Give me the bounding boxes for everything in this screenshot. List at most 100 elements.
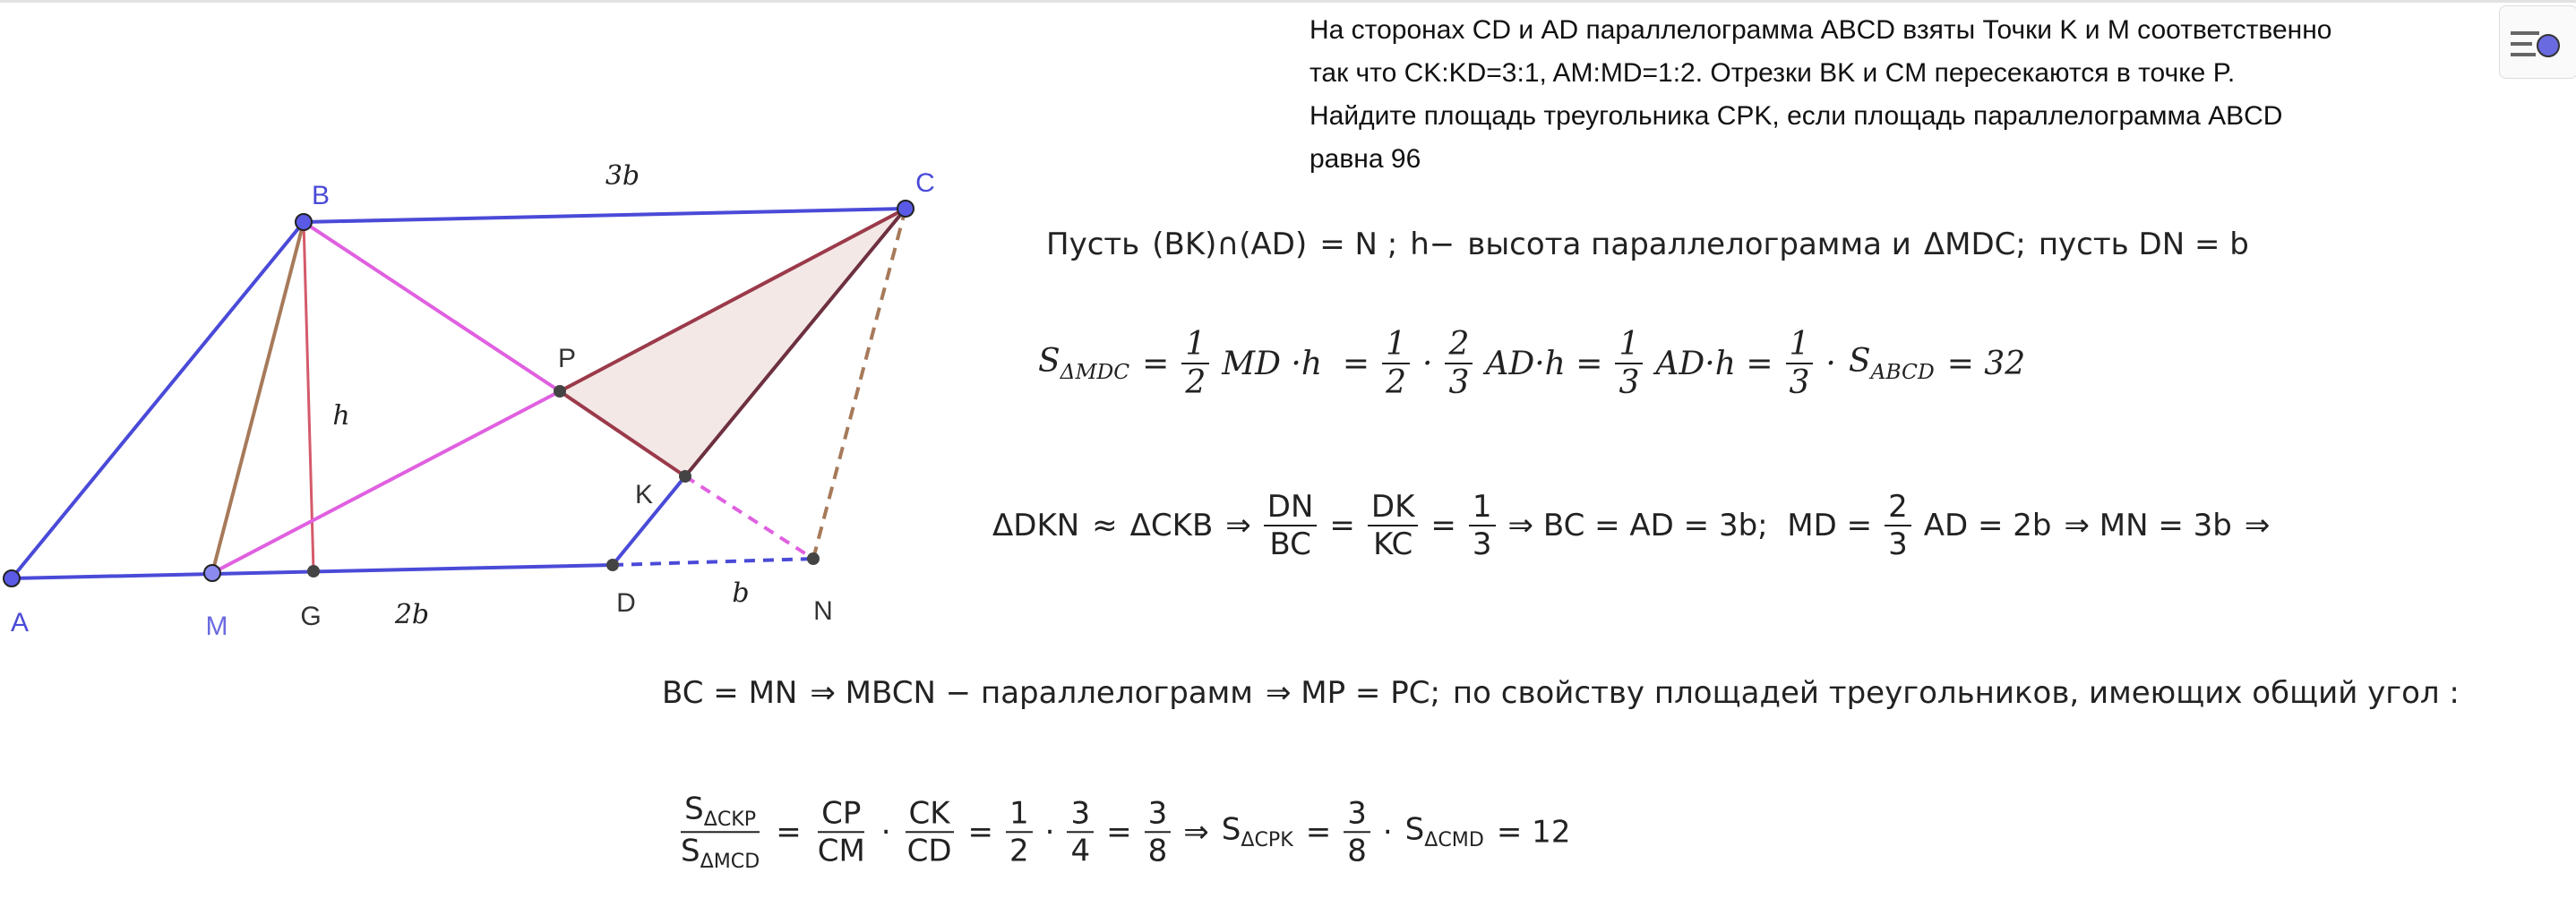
math-text: ⇒ BC = AD = 3b; MD =: [1507, 508, 1873, 543]
math-text: 2: [1009, 833, 1029, 868]
problem-line: так что CK:KD=3:1, AM:MD=1:2. Отрезки BK…: [1309, 58, 2236, 88]
point-p: [554, 385, 566, 398]
subscript: ΔMCD: [700, 849, 760, 873]
subscripted: SΔMCD: [681, 833, 760, 873]
points: [3, 200, 914, 587]
math-text: CK: [908, 795, 950, 831]
point-label: M: [206, 612, 228, 641]
point-c: [897, 200, 914, 218]
fraction: DK KC: [1367, 489, 1419, 562]
math-text: AD·h =: [1655, 345, 1773, 382]
subscripted: SΔCKP: [684, 791, 756, 831]
math-text: =: [1430, 508, 1456, 543]
denominator: 2: [1006, 833, 1033, 868]
math-text: =: [967, 814, 994, 850]
math-text: =: [1106, 814, 1132, 850]
numerator: 3: [1144, 795, 1172, 833]
denominator: 8: [1145, 833, 1172, 868]
math-text: S: [1404, 811, 1425, 848]
denominator: CM: [814, 833, 869, 868]
math-text: ⇒ MP = PC;: [1265, 675, 1440, 711]
segment-pc: [559, 207, 906, 393]
numerator: 3: [1344, 795, 1370, 833]
math-text: = 32: [1946, 345, 2026, 382]
math-text: пусть DN = b: [2038, 227, 2249, 262]
math-text: 8: [1347, 833, 1367, 868]
fraction: SΔCKP SΔMCD: [677, 791, 763, 872]
numerator: 1: [1181, 326, 1210, 364]
math-text: ⇒ MBCN − параллелограмм: [810, 675, 1253, 711]
math-text: 3: [1472, 526, 1492, 562]
math-text: DK: [1370, 489, 1415, 525]
denominator: 3: [1469, 526, 1496, 562]
point-label: N: [813, 596, 833, 626]
math-text: S: [1221, 811, 1241, 848]
math-text: ⇒: [1183, 814, 1209, 850]
math-text: =: [1142, 345, 1170, 382]
point-m: [203, 564, 221, 582]
math-text: 2: [1888, 489, 1908, 525]
figure: A B C D M G K P N 3b h 2b b: [3, 160, 935, 641]
triangle-cpk: [560, 209, 906, 476]
math-text: (BK)∩(AD): [1152, 227, 1308, 262]
solution-line: BC = MN ⇒ MBCN − параллелограмм ⇒ MP = PC;…: [662, 675, 2460, 711]
subscripted: SΔCMD: [1405, 812, 1484, 852]
math-text: CP: [821, 795, 862, 831]
numerator: SΔCKP: [681, 791, 760, 833]
math-text: 1: [1619, 326, 1640, 363]
math-text: 1: [1185, 326, 1206, 363]
math-text: MD ·h =: [1222, 345, 1370, 382]
numerator: 1: [1468, 489, 1496, 526]
point-label: C: [915, 168, 935, 198]
denominator: 3: [1786, 364, 1814, 401]
segment-ck: [683, 207, 907, 478]
math-text: 4: [1070, 833, 1091, 868]
top-border: [0, 0, 2576, 3]
subscript: ΔCMD: [1424, 828, 1484, 852]
math-text: 3: [1070, 795, 1091, 831]
segment-ab: [10, 220, 305, 580]
point-label: K: [635, 480, 653, 509]
problem-line: Найдите площадь треугольника CPK, если п…: [1309, 101, 2283, 131]
numerator: 2: [1885, 489, 1911, 526]
solution-line: SΔCKP SΔMCD = CP CM · CK CD = 1 2 · 3 4 = 3 8 ⇒ SΔCPK = 3 8 · S…: [677, 791, 1570, 872]
subscripted: SΔCPK: [1222, 812, 1293, 852]
denominator: KC: [1370, 526, 1416, 562]
segment-bg: [302, 221, 315, 572]
math-text: 3: [1619, 364, 1640, 401]
math-text: = N ;: [1319, 227, 1398, 262]
math-text: 2: [1448, 326, 1470, 363]
math-text: 3: [1347, 795, 1367, 831]
math-text: ≈: [1092, 508, 1118, 543]
fraction: CP CM: [814, 795, 869, 868]
math-text: S: [684, 791, 704, 827]
segment-bc: [303, 207, 906, 224]
math-text: ⇒ MN = 3b: [2064, 508, 2232, 543]
problem-line: На сторонах CD и AD параллелограмма ABCD…: [1309, 15, 2332, 45]
segment-bp: [302, 220, 562, 393]
math-text: 3: [1888, 526, 1908, 562]
math-text: 3: [1448, 364, 1470, 401]
denominator: 3: [1885, 526, 1911, 562]
point-d: [606, 559, 619, 571]
point-label: A: [11, 608, 29, 637]
numerator: 1: [1006, 795, 1033, 833]
math-text: 1: [1472, 489, 1492, 525]
math-text: S: [1848, 342, 1871, 380]
subscripted: SABCD: [1849, 343, 1935, 384]
math-text: 1: [1789, 326, 1810, 363]
denominator: CD: [904, 833, 956, 868]
math-text: =: [776, 814, 802, 850]
segment-dn: [612, 557, 814, 567]
math-text: ·: [1044, 814, 1055, 850]
denominator: SΔMCD: [677, 833, 763, 873]
segment-pk: [558, 389, 687, 478]
style-bar-toggle[interactable]: [2499, 5, 2576, 79]
numerator: CK: [905, 795, 954, 833]
problem-text: На сторонах CD и AD параллелограмма ABCD…: [1309, 9, 2331, 181]
point-g: [307, 565, 320, 578]
